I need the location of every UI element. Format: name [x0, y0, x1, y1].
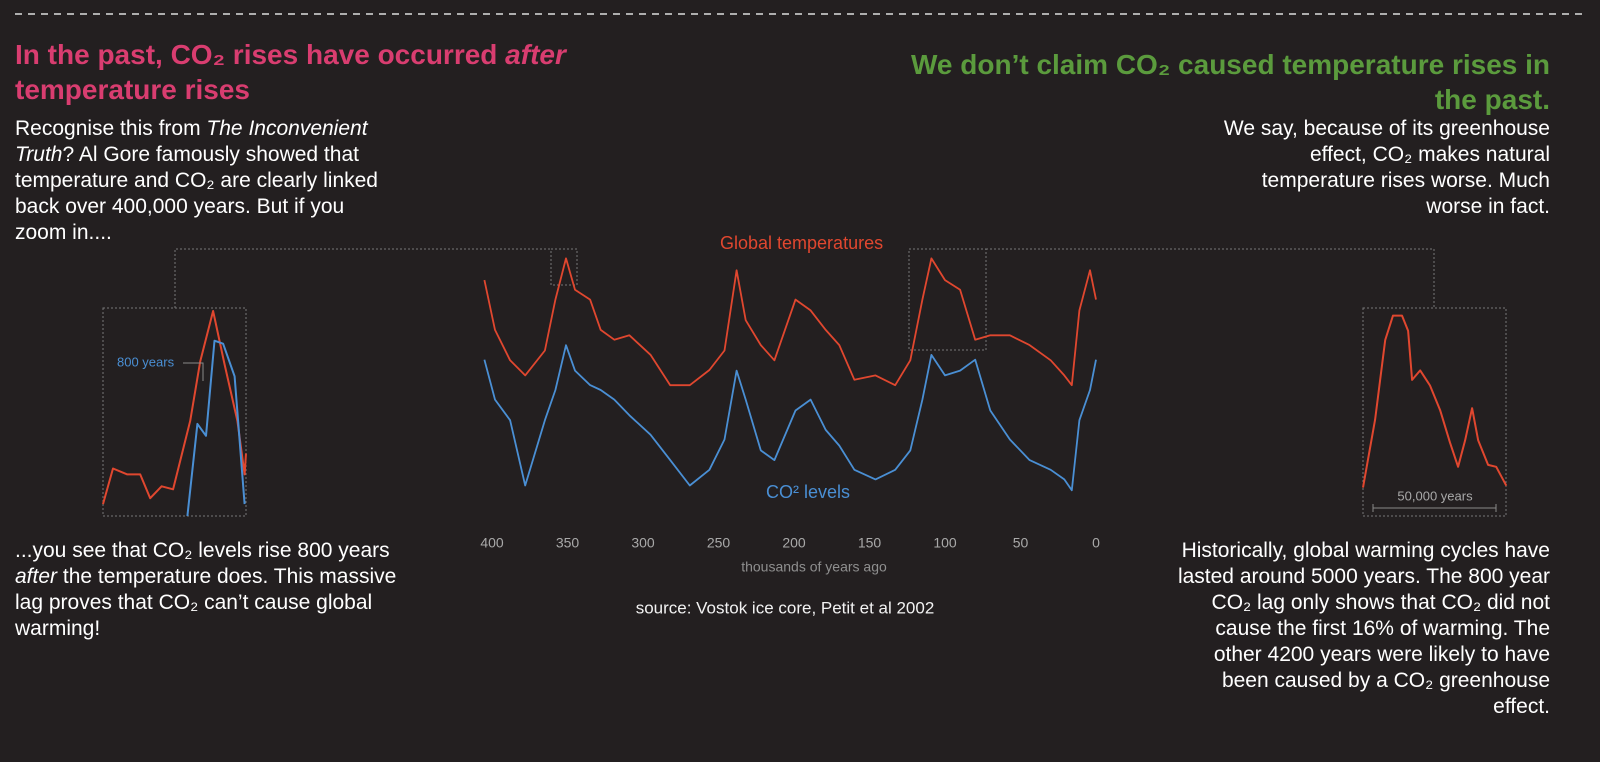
right-zoom-box [908, 248, 987, 351]
lag-annotation: 800 years [117, 354, 175, 369]
series-label: CO² levels [766, 482, 850, 502]
series-line [186, 339, 246, 517]
right-bottom: Historically, global warming cycles have… [1177, 539, 1550, 718]
right-connector [986, 248, 1435, 308]
left-inset-frame [102, 307, 247, 517]
right-title: We don’t claim CO₂ caused temperature ri… [910, 49, 1550, 115]
x-tick-label: 50 [1013, 535, 1029, 551]
x-tick-label: 350 [556, 535, 580, 551]
series-label: Global temperatures [720, 233, 883, 253]
x-tick-label: 250 [707, 535, 731, 551]
x-tick-label: 400 [480, 535, 504, 551]
lag-bracket [183, 362, 204, 381]
left-connector [174, 248, 551, 308]
left-bottom: ...you see that CO₂ levels rise 800 year… [15, 539, 397, 640]
source-note: source: Vostok ice core, Petit et al 200… [636, 598, 935, 617]
x-tick-label: 100 [933, 535, 957, 551]
series-line [483, 257, 1097, 387]
series-line [483, 344, 1097, 492]
right-inset-frame [1362, 307, 1507, 517]
x-axis-title: thousands of years ago [741, 559, 887, 575]
scale-annotation: 50,000 years [1397, 488, 1473, 503]
scale-bar [1372, 504, 1497, 512]
x-tick-label: 150 [858, 535, 882, 551]
right-body: We say, because of its greenhouse effect… [1223, 117, 1550, 218]
left-zoom-box [550, 248, 578, 286]
zoom-guides [102, 248, 1507, 517]
left-title: In the past, CO₂ rises have occurred aft… [15, 39, 566, 105]
x-tick-label: 0 [1092, 535, 1100, 551]
x-tick-label: 200 [782, 535, 806, 551]
series-line [102, 310, 247, 505]
x-tick-label: 300 [631, 535, 655, 551]
series-line [1362, 314, 1508, 488]
left-body: Recognise this from The Inconvenient Tru… [15, 117, 378, 244]
